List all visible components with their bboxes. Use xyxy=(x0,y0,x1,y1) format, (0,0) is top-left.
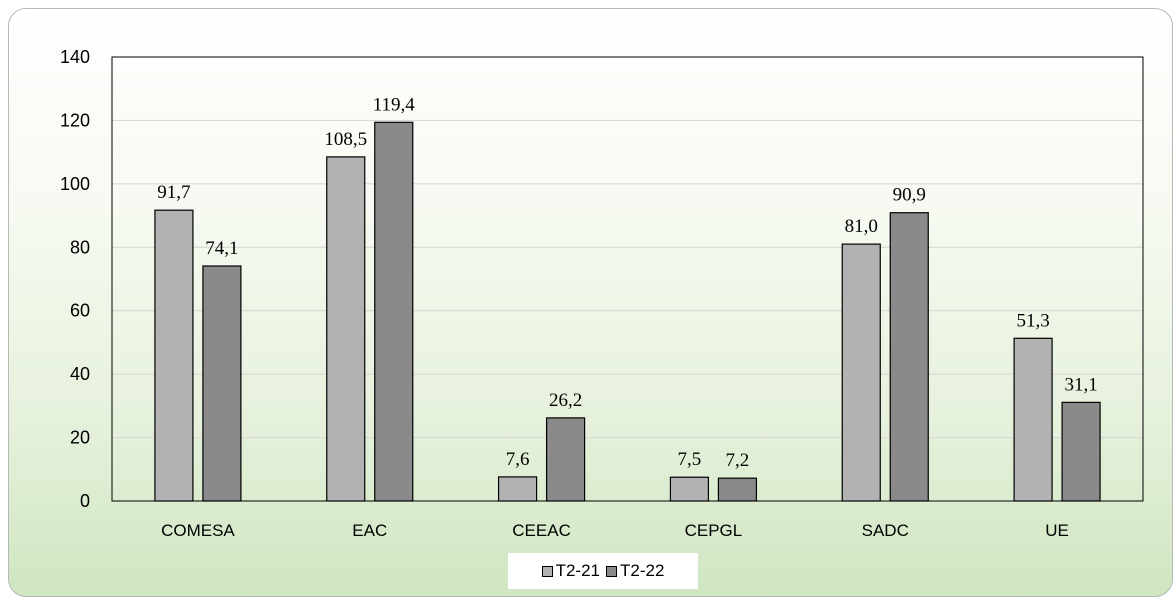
bar-t2-22-comesa xyxy=(202,265,242,502)
data-label: 74,1 xyxy=(205,238,238,259)
bar-t2-21-comesa xyxy=(154,209,194,502)
bar-t2-22-ceeac xyxy=(545,417,586,502)
plot-area xyxy=(111,56,1144,502)
data-label: 81,0 xyxy=(845,216,878,237)
data-label: 31,1 xyxy=(1064,374,1097,395)
data-label: 108,5 xyxy=(324,129,367,150)
chart-frame xyxy=(8,8,1173,597)
y-tick-label: 40 xyxy=(70,364,90,384)
bar-t2-21-eac xyxy=(326,156,366,502)
legend-label-t2-21: T2-21 xyxy=(555,561,600,580)
bar-t2-22-eac xyxy=(374,121,414,502)
legend-item-t2-21: T2-21 xyxy=(541,561,600,581)
legend-swatch-t2-21 xyxy=(541,565,553,577)
y-tick-label: 140 xyxy=(60,47,90,67)
data-label: 7,5 xyxy=(678,449,702,470)
data-label: 90,9 xyxy=(893,185,926,206)
data-label: 119,4 xyxy=(373,94,416,115)
x-tick-label: SADC xyxy=(862,521,909,540)
bars xyxy=(154,121,1101,502)
x-tick-label: CEEAC xyxy=(512,521,571,540)
x-tick-label: CEPGL xyxy=(685,521,743,540)
y-tick-label: 60 xyxy=(70,301,90,321)
y-tick-label: 20 xyxy=(70,428,90,448)
data-label: 7,6 xyxy=(506,449,530,470)
x-tick-label: UE xyxy=(1045,521,1069,540)
bar-t2-21-cepgl xyxy=(669,476,710,502)
bar-t2-22-cepgl xyxy=(717,477,758,502)
legend-label-t2-22: T2-22 xyxy=(620,561,665,580)
bar-t2-21-sadc xyxy=(841,243,881,502)
y-tick-label: 80 xyxy=(70,237,90,257)
legend-swatch-t2-22 xyxy=(606,565,617,577)
x-tick-label: EAC xyxy=(352,521,387,540)
data-labels: 91,7 74,1 108,5 119,4 7,6 26,2 7,5 7,2 81,0 90,9 5… xyxy=(157,94,1097,471)
gridlines xyxy=(112,119,1143,439)
bar-t2-22-ue xyxy=(1061,401,1101,502)
legend: T2-21 T2-22 xyxy=(508,553,698,589)
data-label: 7,2 xyxy=(726,450,750,471)
y-tick-label: 0 xyxy=(80,491,90,511)
bar-t2-22-sadc xyxy=(889,212,929,502)
x-axis: COMESA EAC CEEAC CEPGL SADC UE xyxy=(161,521,1069,540)
data-label: 51,3 xyxy=(1016,310,1049,331)
bar-t2-21-ceeac xyxy=(497,476,538,502)
data-label: 26,2 xyxy=(549,390,582,411)
y-axis: 0 20 40 60 80 100 120 140 xyxy=(60,47,90,511)
y-tick-label: 120 xyxy=(60,110,90,130)
bar-t2-21-ue xyxy=(1013,337,1053,502)
data-label: 91,7 xyxy=(157,182,190,203)
y-tick-label: 100 xyxy=(60,174,90,194)
legend-item-t2-22: T2-22 xyxy=(606,561,664,581)
x-tick-label: COMESA xyxy=(161,521,235,540)
